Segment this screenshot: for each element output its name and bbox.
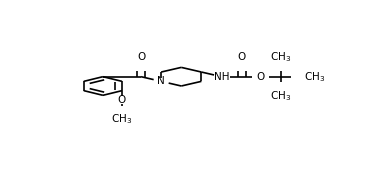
Text: O: O xyxy=(256,72,265,82)
Text: CH$_3$: CH$_3$ xyxy=(270,89,291,103)
Text: O: O xyxy=(237,52,246,62)
Text: CH$_3$: CH$_3$ xyxy=(270,50,291,64)
Text: NH: NH xyxy=(214,72,229,82)
Text: O: O xyxy=(137,52,145,62)
Text: N: N xyxy=(157,76,165,86)
Text: O: O xyxy=(118,95,126,105)
Text: CH$_3$: CH$_3$ xyxy=(304,70,325,84)
Text: CH$_3$: CH$_3$ xyxy=(111,113,133,126)
